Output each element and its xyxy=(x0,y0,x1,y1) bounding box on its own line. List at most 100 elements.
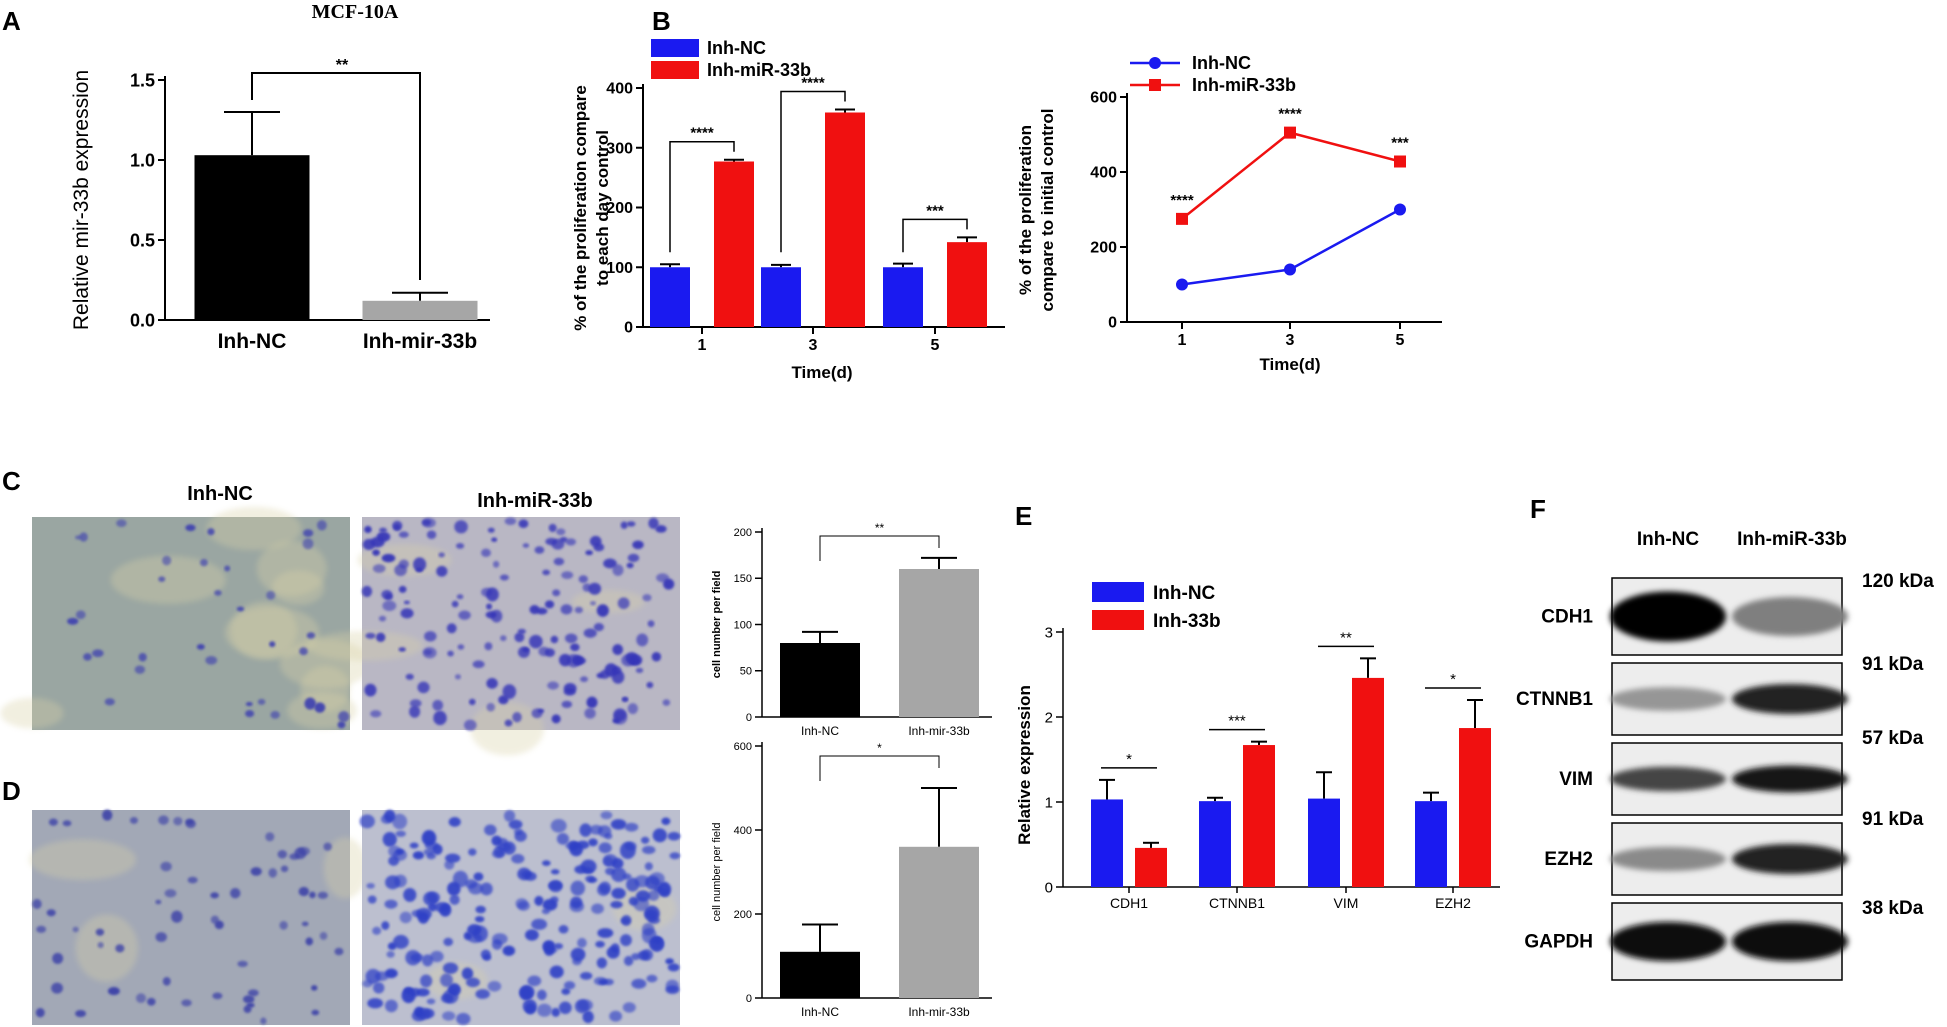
stained-cell xyxy=(134,665,146,674)
stained-cell xyxy=(570,643,580,652)
stained-cell xyxy=(441,993,454,1003)
stained-cell xyxy=(207,528,215,536)
protein-label: GAPDH xyxy=(1524,932,1593,953)
y-tick-label: 300 xyxy=(606,140,633,157)
stained-cell xyxy=(367,998,384,1009)
significance-label: **** xyxy=(1278,106,1302,123)
stained-cell xyxy=(619,841,636,860)
y-tick-label: 1.0 xyxy=(130,150,155,170)
stained-cell xyxy=(475,989,490,999)
x-axis-label: Time(d) xyxy=(1259,355,1320,374)
stained-cell xyxy=(641,949,654,961)
panel-label-e: E xyxy=(1015,501,1032,531)
stained-cell xyxy=(550,635,559,644)
x-tick-label: VIM xyxy=(1334,895,1359,911)
y-tick-label: 100 xyxy=(606,260,633,277)
stained-cell xyxy=(302,529,314,537)
bar-inh-nc xyxy=(1091,799,1123,887)
stained-cell xyxy=(625,652,638,665)
stained-cell xyxy=(422,647,437,659)
stained-cell xyxy=(593,623,604,632)
stained-cell xyxy=(155,932,167,943)
stained-cell xyxy=(260,1017,267,1025)
stained-cell xyxy=(626,877,640,892)
stained-cell xyxy=(375,632,386,643)
stained-cell xyxy=(35,1007,45,1018)
panel-label-a: A xyxy=(2,6,21,36)
stained-cell xyxy=(600,669,610,679)
stained-cell xyxy=(372,564,386,573)
stained-cell xyxy=(424,631,437,642)
stained-cell xyxy=(372,549,380,556)
stained-cell xyxy=(104,698,115,706)
lane-label: Inh-NC xyxy=(1637,529,1700,550)
stained-cell xyxy=(210,915,220,924)
stained-cell xyxy=(504,517,517,525)
stained-cell xyxy=(550,896,559,904)
stained-cell xyxy=(645,909,658,919)
stained-cell xyxy=(299,647,308,656)
stained-cell xyxy=(316,520,327,531)
y-tick-label: 0 xyxy=(746,993,752,1005)
micrograph-d-inh-nc xyxy=(29,809,368,1025)
band-ezh2-lane2 xyxy=(1732,843,1848,875)
stained-cell xyxy=(301,921,309,927)
stained-cell xyxy=(97,941,104,949)
stained-cell xyxy=(541,908,550,915)
x-tick-label: Inh-NC xyxy=(218,330,287,353)
stained-cell xyxy=(102,809,113,821)
stained-cell xyxy=(446,623,457,634)
stained-cell xyxy=(550,869,560,875)
legend-swatch-inh-nc xyxy=(651,39,699,57)
y-axis-label-line1: % of the proliferation xyxy=(1016,125,1035,295)
stained-cell xyxy=(610,819,627,830)
stained-cell xyxy=(309,891,316,899)
stained-cell xyxy=(405,673,414,680)
stained-cell xyxy=(442,962,459,974)
stained-cell xyxy=(586,696,598,708)
y-tick-label: 1.5 xyxy=(130,70,155,90)
stained-cell xyxy=(384,999,398,1013)
stained-cell xyxy=(524,929,539,941)
stained-cell xyxy=(595,940,605,948)
stained-cell xyxy=(649,872,665,886)
stained-cell xyxy=(454,520,468,534)
stained-cell xyxy=(455,543,465,549)
stained-cell xyxy=(548,523,557,533)
stained-cell xyxy=(472,660,485,669)
stained-cell xyxy=(52,952,64,964)
micrograph-label-inh-mir-33b: Inh-miR-33b xyxy=(477,490,593,512)
stained-cell xyxy=(597,928,614,938)
x-tick-label: 3 xyxy=(1286,332,1295,349)
significance-bracket xyxy=(902,218,968,253)
stained-cell xyxy=(465,977,481,988)
stained-cell xyxy=(116,519,127,527)
stained-cell xyxy=(561,571,574,579)
y-tick-label: 100 xyxy=(734,619,752,631)
stained-cell xyxy=(556,528,566,536)
stained-cell xyxy=(563,981,576,990)
stained-cell xyxy=(517,628,526,635)
stained-cell xyxy=(48,818,58,826)
stained-cell xyxy=(511,853,525,864)
x-axis-label: Time(d) xyxy=(791,363,852,382)
kda-label: 57 kDa xyxy=(1862,728,1924,749)
stained-cell xyxy=(603,558,617,569)
stained-cell xyxy=(558,653,572,667)
stained-cell xyxy=(600,811,613,820)
stained-cell xyxy=(548,880,563,891)
band-ctnnb1-lane2 xyxy=(1732,683,1848,715)
stained-cell xyxy=(522,543,530,548)
x-tick-label: EZH2 xyxy=(1435,895,1471,911)
background-patch xyxy=(307,631,423,661)
stained-cell xyxy=(542,569,551,576)
stained-cell xyxy=(657,881,672,897)
stained-cell xyxy=(632,540,644,550)
stained-cell xyxy=(504,719,513,727)
stained-cell xyxy=(415,567,423,572)
stained-cell xyxy=(236,606,245,612)
x-tick-label: CTNNB1 xyxy=(1209,895,1265,911)
significance-bracket xyxy=(251,72,421,280)
stained-cell xyxy=(392,813,408,830)
